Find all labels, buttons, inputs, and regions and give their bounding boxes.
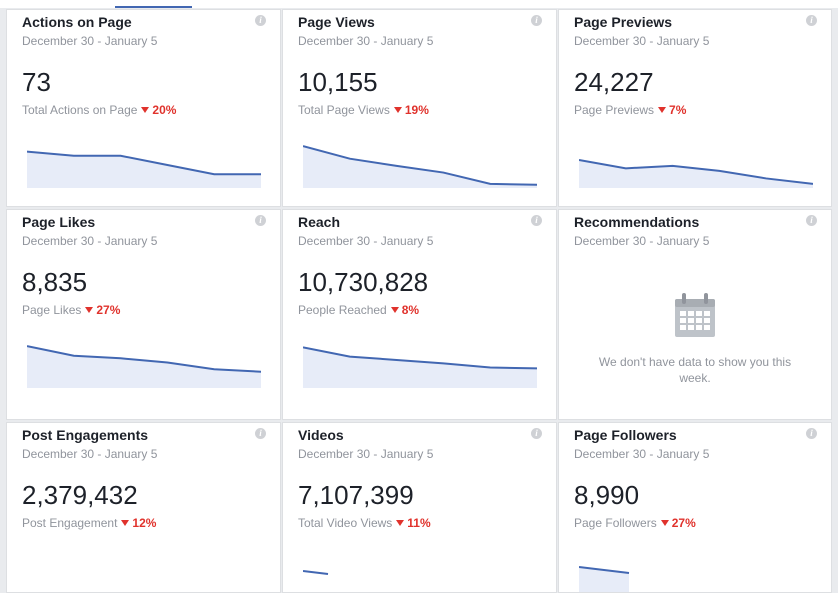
card-title: Page Likes <box>22 214 96 230</box>
down-arrow-icon <box>393 107 402 113</box>
metric-label-row: People Reached 8% <box>298 303 419 317</box>
metric-label-row: Post Engagement 12% <box>22 516 156 530</box>
card-page-views[interactable]: Page Views i December 30 - January 5 10,… <box>282 9 557 207</box>
date-range: December 30 - January 5 <box>298 234 434 248</box>
sparkline-area <box>579 159 813 188</box>
date-range: December 30 - January 5 <box>22 234 158 248</box>
empty-state: We don't have data to show you this week… <box>559 292 831 386</box>
date-range: December 30 - January 5 <box>574 447 710 461</box>
card-page-previews[interactable]: Page Previews i December 30 - January 5 … <box>558 9 832 207</box>
change-percent: 20% <box>152 103 177 117</box>
card-videos[interactable]: Videos i December 30 - January 5 7,107,3… <box>282 422 557 593</box>
metric-value: 8,990 <box>574 480 640 510</box>
metric-value: 24,227 <box>574 67 654 97</box>
info-icon[interactable]: i <box>806 215 817 226</box>
metric-value: 8,835 <box>22 267 88 297</box>
metric-label-row: Total Actions on Page 20% <box>22 103 176 117</box>
card-post-engagements[interactable]: Post Engagements i December 30 - January… <box>6 422 281 593</box>
metric-label-row: Page Previews 7% <box>574 103 686 117</box>
metric-label: People Reached <box>298 303 387 317</box>
sparkline-area <box>27 151 261 188</box>
card-recommendations[interactable]: Recommendations i December 30 - January … <box>558 209 832 420</box>
card-title: Page Views <box>298 14 375 30</box>
info-icon[interactable]: i <box>255 428 266 439</box>
card-reach[interactable]: Reach i December 30 - January 5 10,730,8… <box>282 209 557 420</box>
metric-label-row: Page Followers 27% <box>574 516 696 530</box>
metric-value: 7,107,399 <box>298 480 414 510</box>
sparkline-line <box>27 150 261 176</box>
down-arrow-icon <box>660 520 669 526</box>
change-percent: 11% <box>407 516 431 530</box>
down-arrow-icon <box>85 307 94 313</box>
metric-label: Page Followers <box>574 516 657 530</box>
info-icon[interactable]: i <box>806 428 817 439</box>
metric-label-row: Total Video Views 11% <box>298 516 431 530</box>
info-icon[interactable]: i <box>806 15 817 26</box>
card-title: Post Engagements <box>22 427 149 443</box>
sparkline-chart-partial <box>303 570 329 575</box>
active-tab-indicator <box>115 6 192 8</box>
metric-value: 2,379,432 <box>22 480 138 510</box>
calendar-icon <box>675 293 715 337</box>
sparkline-chart <box>27 345 261 388</box>
change-percent: 7% <box>669 103 687 117</box>
date-range: December 30 - January 5 <box>22 447 158 461</box>
card-title: Actions on Page <box>22 14 132 30</box>
sparkline-line <box>27 345 261 373</box>
metric-label-row: Page Likes 27% <box>22 303 120 317</box>
sparkline-line <box>579 158 813 185</box>
metric-label: Total Actions on Page <box>22 103 138 117</box>
sparkline-chart <box>27 150 261 188</box>
sparkline-chart <box>303 346 537 388</box>
metric-label: Page Previews <box>574 103 655 117</box>
tab-bar <box>0 0 838 8</box>
card-title: Page Followers <box>574 427 677 443</box>
card-title: Reach <box>298 214 341 230</box>
metric-label: Total Video Views <box>298 516 393 530</box>
card-title: Recommendations <box>574 214 700 230</box>
info-icon[interactable]: i <box>531 15 542 26</box>
card-title: Page Previews <box>574 14 673 30</box>
change-percent: 8% <box>401 303 420 317</box>
change-percent: 27% <box>96 303 121 317</box>
metric-value: 73 <box>22 67 51 97</box>
date-range: December 30 - January 5 <box>22 34 158 48</box>
down-arrow-icon <box>121 520 130 526</box>
metric-label: Page Likes <box>22 303 82 317</box>
sparkline-line <box>303 346 537 370</box>
sparkline-chart <box>579 158 813 188</box>
insights-grid: Actions on Page i December 30 - January … <box>6 9 832 593</box>
date-range: December 30 - January 5 <box>298 34 434 48</box>
metric-label-row: Total Page Views 19% <box>298 103 429 117</box>
change-percent: 12% <box>132 516 157 530</box>
info-icon[interactable]: i <box>255 15 266 26</box>
down-arrow-icon <box>396 520 405 526</box>
sparkline-chart <box>303 145 537 188</box>
down-arrow-icon <box>141 107 150 113</box>
info-icon[interactable]: i <box>531 428 542 439</box>
metric-value: 10,730,828 <box>298 267 429 297</box>
card-title: Videos <box>298 427 344 443</box>
sparkline-line <box>303 145 537 186</box>
down-arrow-icon <box>390 307 399 313</box>
down-arrow-icon <box>658 107 667 113</box>
empty-state-message: We don't have data to show you this week… <box>598 355 792 385</box>
info-icon[interactable]: i <box>255 215 266 226</box>
change-percent: 27% <box>671 516 696 530</box>
date-range: December 30 - January 5 <box>574 234 710 248</box>
date-range: December 30 - January 5 <box>298 447 434 461</box>
card-page-likes[interactable]: Page Likes i December 30 - January 5 8,8… <box>6 209 281 420</box>
metric-label: Post Engagement <box>22 516 118 530</box>
date-range: December 30 - January 5 <box>574 34 710 48</box>
metric-value: 10,155 <box>298 67 378 97</box>
card-page-followers[interactable]: Page Followers i December 30 - January 5… <box>558 422 832 593</box>
info-icon[interactable]: i <box>531 215 542 226</box>
change-percent: 19% <box>404 103 429 117</box>
card-actions-on-page[interactable]: Actions on Page i December 30 - January … <box>6 9 281 207</box>
sparkline-area <box>303 146 537 188</box>
metric-label: Total Page Views <box>298 103 390 117</box>
sparkline-chart-partial <box>579 566 630 592</box>
